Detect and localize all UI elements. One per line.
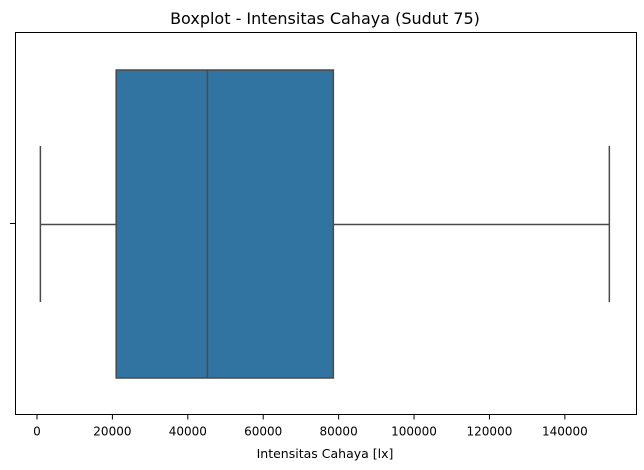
x-tick-label: 140000 [542, 425, 588, 439]
x-tick-label: 120000 [467, 425, 513, 439]
x-tick-label: 20000 [93, 425, 131, 439]
box-group [39, 69, 611, 379]
iqr-box [115, 69, 335, 379]
x-tick-label: 100000 [391, 425, 437, 439]
plot-area: 0 20000 40000 60000 80000 100000 120000 140000 [10, 32, 637, 439]
x-tick-label: 0 [33, 425, 41, 439]
x-axis-label: Intensitas Cahaya [lx] [257, 446, 394, 461]
x-axis-ticks: 0 20000 40000 60000 80000 100000 120000 140000 [33, 414, 588, 439]
chart-title: Boxplot - Intensitas Cahaya (Sudut 75) [170, 9, 480, 28]
axes-frame [15, 32, 637, 415]
x-tick-label: 60000 [244, 425, 282, 439]
x-tick-label: 40000 [169, 425, 207, 439]
x-tick-label: 80000 [320, 425, 358, 439]
